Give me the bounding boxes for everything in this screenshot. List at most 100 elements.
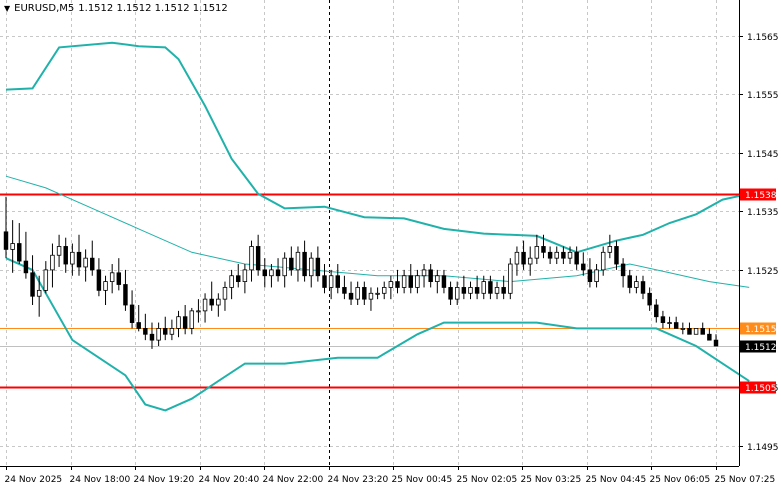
- candle-bear: [362, 287, 367, 300]
- candle-bear: [620, 263, 626, 277]
- quote-values: 1.1512 1.1512 1.1512 1.1512: [78, 3, 228, 14]
- bid-label-bg: [740, 340, 776, 353]
- candle-bull: [667, 322, 672, 324]
- candle-bear: [335, 275, 341, 288]
- bollinger-middle-line: [5, 175, 750, 288]
- candle-bull: [295, 251, 301, 271]
- candle-bear: [149, 333, 155, 341]
- candle-bull: [103, 281, 108, 291]
- candle-bull: [216, 298, 221, 306]
- candle-bull: [634, 281, 639, 288]
- candle-bear: [441, 275, 447, 288]
- candle-bear: [673, 322, 679, 329]
- candle-bull: [693, 328, 699, 335]
- candle-bull: [328, 275, 334, 288]
- candle-bull: [381, 287, 387, 294]
- candle-bull: [454, 287, 460, 300]
- candle-bull: [534, 246, 540, 259]
- candle-bull: [196, 310, 201, 313]
- candle-bear: [713, 339, 719, 347]
- bollinger-lower-line: [5, 257, 750, 412]
- candle-bear: [587, 269, 593, 282]
- candle-bear: [129, 304, 135, 323]
- candle-bear: [289, 257, 294, 271]
- candle-bear: [30, 272, 35, 297]
- candle-bull: [156, 328, 161, 341]
- candle-bull: [10, 243, 15, 250]
- candle-bear: [182, 316, 188, 329]
- candle-bull: [109, 272, 115, 282]
- candle-bear: [461, 287, 467, 294]
- candle-bear: [23, 260, 29, 274]
- candle-bull: [494, 287, 500, 294]
- x-tick-label: 24 Nov 20:40: [199, 475, 260, 485]
- candle-bull: [468, 287, 473, 294]
- candle-bear: [90, 257, 95, 271]
- x-tick-label: 25 Nov 07:25: [715, 475, 776, 485]
- grid: [0, 0, 739, 466]
- level-label-bg-support: [740, 381, 776, 394]
- candle-bull: [36, 289, 42, 297]
- candle-bull: [401, 275, 407, 288]
- candle-bear: [687, 328, 692, 335]
- candle-bull: [43, 269, 49, 291]
- bollinger-upper-line: [5, 41, 750, 254]
- candle-bull: [242, 269, 248, 282]
- x-tick-label: 25 Nov 00:45: [392, 475, 453, 485]
- x-tick-label: 24 Nov 18:00: [70, 475, 131, 485]
- candle-bull: [481, 281, 486, 294]
- candle-bull: [202, 298, 208, 312]
- candle-bear: [574, 251, 579, 265]
- candle-bear: [123, 284, 128, 306]
- y-tick-label: 1.1525: [747, 267, 779, 277]
- candle-bear: [501, 287, 506, 294]
- candle-bull: [50, 254, 55, 271]
- level-label-resistance: 1.1538: [745, 191, 777, 201]
- candle-bull: [388, 281, 394, 288]
- x-tick-label: 25 Nov 02:05: [457, 475, 518, 485]
- candle-bear: [348, 292, 354, 300]
- candle-bear: [322, 275, 327, 288]
- candle-bear: [17, 243, 22, 262]
- level-label-support: 1.1505: [745, 384, 777, 394]
- candle-bear: [448, 287, 453, 300]
- candle-bull: [567, 251, 573, 259]
- candle-bull: [607, 246, 613, 253]
- candle-bear: [474, 287, 480, 294]
- candle-bull: [368, 292, 374, 300]
- candle-bull: [508, 263, 513, 294]
- candle-bull: [56, 246, 62, 256]
- bid-label: 1.1512: [745, 343, 777, 353]
- candle-bear: [3, 231, 9, 250]
- candle-bear: [63, 246, 68, 265]
- candle-bear: [236, 275, 241, 282]
- candle-bear: [700, 328, 705, 335]
- triangle-down-icon[interactable]: ▼: [4, 4, 11, 13]
- candle-bear: [640, 281, 646, 294]
- candle-bull: [70, 251, 75, 265]
- level-label-bg-resistance: [740, 188, 776, 201]
- y-tick-label: 1.1565: [747, 33, 779, 43]
- x-tick-label: 24 Nov 19:20: [134, 475, 195, 485]
- level-label-bg-level: [740, 322, 776, 335]
- candle-bull: [229, 275, 234, 288]
- candle-bear: [707, 333, 712, 341]
- candle-bear: [488, 281, 493, 294]
- candle-bear: [96, 269, 102, 291]
- candle-bull: [421, 269, 427, 277]
- candle-bull: [600, 251, 606, 271]
- candle-bear: [395, 281, 400, 288]
- price-labels: 1.1538 1.1515 1.1505 1.1512: [740, 188, 777, 394]
- x-tick-label: 25 Nov 06:05: [650, 475, 711, 485]
- candle-bull: [176, 316, 181, 329]
- candle-bull: [355, 287, 360, 300]
- candle-bull: [554, 251, 559, 259]
- candle-bull: [527, 257, 533, 265]
- candle-bear: [76, 251, 82, 268]
- chart-header: ▼ EURUSD,M5 1.1512 1.1512 1.1512 1.1512: [4, 3, 228, 14]
- candle-bull: [83, 257, 88, 268]
- candle-bear: [262, 269, 268, 277]
- candle-bear: [581, 263, 586, 271]
